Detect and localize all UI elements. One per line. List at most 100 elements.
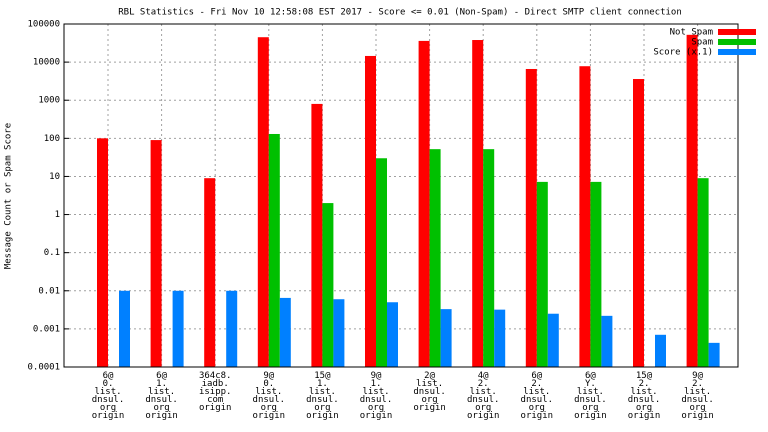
legend-label: Score (x.1)	[653, 48, 713, 58]
x-tick-label-line: dnsul.	[681, 395, 714, 405]
y-tick-label: 10000	[33, 58, 60, 68]
bar	[579, 66, 591, 367]
y-tick-label: 0.0001	[27, 363, 60, 373]
bar	[333, 299, 345, 367]
x-tick-label-line: 1.	[317, 379, 328, 389]
x-tick-label-line: list.	[309, 387, 336, 397]
x-tick-label-line: iadb.	[202, 379, 229, 389]
x-tick-label-line: 364c8.	[199, 371, 232, 381]
x-tick-label-line: origin	[145, 411, 178, 421]
legend-swatch	[718, 49, 756, 55]
x-tick-label-line: org	[582, 403, 598, 413]
y-tick-label: 0.01	[38, 286, 60, 296]
x-tick-label-line: list.	[255, 387, 282, 397]
bar	[119, 290, 130, 367]
x-tick-label-line: org	[314, 403, 330, 413]
x-tick-label-line: 0.	[263, 379, 274, 389]
x-tick-label: 15@ 1. list. dnsul. org origin	[306, 371, 339, 421]
x-tick-label-line: origin	[199, 403, 232, 413]
x-tick-label: 2@ list. dnsul. org origin	[413, 371, 446, 413]
x-tick-label-line: dnsul.	[145, 395, 178, 405]
bar	[429, 149, 441, 367]
x-tick-label-line: dnsul.	[413, 387, 446, 397]
bar	[686, 34, 698, 368]
y-axis-label: Message Count or Spam Score	[4, 123, 14, 269]
x-tick-label: 9@ 2. list. dnsul. org origin	[681, 371, 714, 421]
x-tick-label: 15@ 2. list. dnsul. org origin	[628, 371, 661, 421]
x-tick-label-line: 1.	[156, 379, 167, 389]
x-tick-label-line: origin	[360, 411, 393, 421]
x-tick-label: 9@ 1. list. dnsul. org origin	[360, 371, 393, 421]
x-tick-label-line: 9@	[263, 371, 274, 381]
x-tick-label: 6@ Y. list. dnsul. org origin	[574, 371, 607, 421]
x-tick-label-line: 4@	[478, 371, 489, 381]
x-tick-label-line: 6@	[156, 371, 167, 381]
x-tick-label-line: 9@	[692, 371, 703, 381]
x-tick-label: 6@ 1. list. dnsul. org origin	[145, 371, 178, 421]
y-tick-label: 100	[44, 134, 60, 144]
x-tick-label-line: origin	[574, 411, 607, 421]
legend-swatch	[718, 29, 756, 35]
x-tick-label-line: 6@	[585, 371, 596, 381]
x-tick-label: 6@ 0. list. dnsul. org origin	[92, 371, 125, 421]
bar	[257, 37, 269, 367]
x-tick-label-line: list.	[523, 387, 550, 397]
x-tick-label-line: origin	[253, 411, 286, 421]
bar	[418, 40, 430, 368]
bar	[440, 309, 452, 367]
x-tick-label-line: list.	[577, 387, 604, 397]
x-tick-label-line: origin	[521, 411, 554, 421]
x-tick-label-line: 0.	[103, 379, 114, 389]
x-tick-label-line: dnsul.	[628, 395, 661, 405]
legend-label: Not Spam	[670, 28, 713, 38]
bar	[525, 68, 537, 367]
y-tick-label: 0.1	[44, 248, 60, 258]
x-tick-label-line: 1.	[371, 379, 382, 389]
x-tick-label-line: org	[261, 403, 277, 413]
x-tick-label-line: 6@	[103, 371, 114, 381]
x-tick-label-line: dnsul.	[467, 395, 500, 405]
bar	[365, 55, 376, 368]
x-tick-label-line: org	[368, 403, 384, 413]
bar	[536, 181, 548, 367]
x-tick-label-line: dnsul.	[306, 395, 339, 405]
bar	[204, 178, 216, 367]
x-tick-label-line: dnsul.	[253, 395, 286, 405]
y-tick-label: 100000	[27, 20, 60, 30]
x-tick-label-line: dnsul.	[360, 395, 393, 405]
x-tick-label-line: dnsul.	[574, 395, 607, 405]
bar	[590, 181, 602, 367]
y-tick-label: 0.001	[33, 324, 60, 334]
bar	[226, 290, 238, 367]
x-tick-label-line: dnsul.	[521, 395, 554, 405]
x-tick-label-line: origin	[92, 411, 125, 421]
bar	[322, 203, 334, 367]
x-tick-label-line: com	[207, 395, 223, 405]
x-tick-label-line: origin	[467, 411, 500, 421]
x-tick-label: 4@ 2. list. dnsul. org origin	[467, 371, 500, 421]
x-tick-label-line: org	[529, 403, 545, 413]
x-tick-label-line: org	[689, 403, 705, 413]
x-tick-label-line: 15@	[314, 371, 331, 381]
x-tick-label-line: org	[636, 403, 652, 413]
bar	[376, 158, 387, 367]
x-tick-label-line: 2.	[478, 379, 489, 389]
x-tick-label: 6@ 2. list. dnsul. org origin	[521, 371, 554, 421]
y-tick-label: 1000	[38, 96, 60, 106]
bar	[708, 342, 720, 367]
x-tick-label-line: dnsul.	[92, 395, 125, 405]
chart-title: RBL Statistics - Fri Nov 10 12:58:08 EST…	[118, 8, 682, 18]
legend-swatch	[718, 39, 756, 45]
bar	[655, 334, 666, 367]
bar	[172, 290, 184, 367]
x-tick-label-line: list.	[94, 387, 121, 397]
y-tick-label: 10	[49, 172, 60, 182]
x-tick-label: 9@ 0. list. dnsul. org origin	[253, 371, 286, 421]
x-tick-label-line: 15@	[636, 371, 653, 381]
bar	[311, 103, 323, 367]
x-tick-label-line: list.	[630, 387, 657, 397]
bar	[483, 149, 495, 367]
bar	[601, 315, 613, 367]
x-tick-label-line: 2.	[692, 379, 703, 389]
